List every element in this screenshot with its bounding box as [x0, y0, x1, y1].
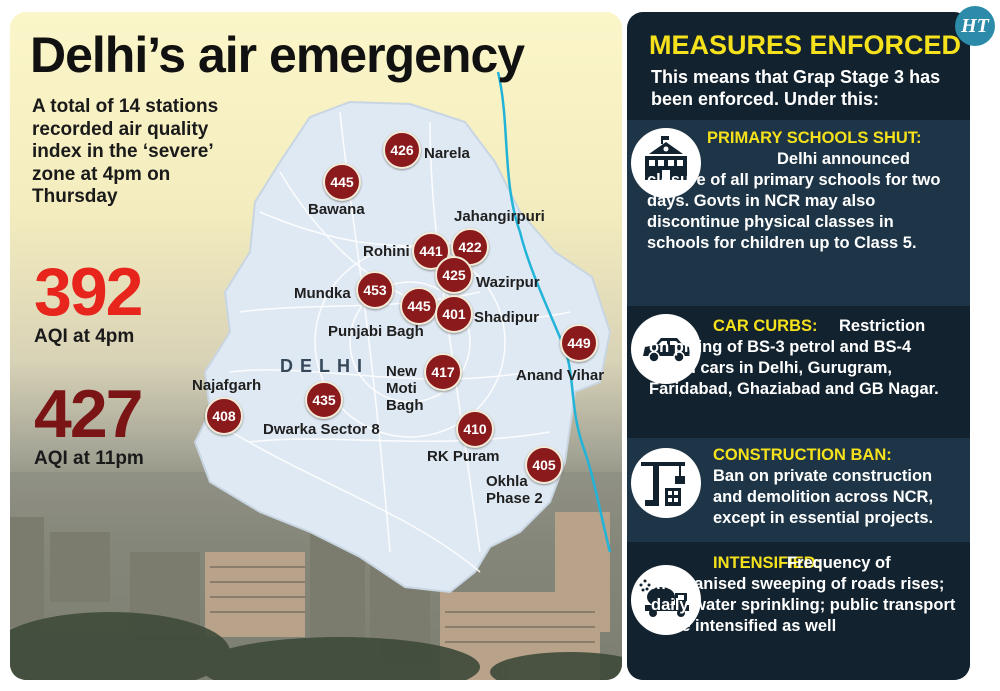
- aqi-4pm-value: 392: [34, 254, 143, 330]
- aqi-pin-okhla-phase-2: 405: [525, 446, 563, 484]
- measures-title: MEASURES ENFORCED: [649, 30, 962, 60]
- station-label-najafgarh: Najafgarh: [192, 377, 262, 394]
- school-icon: [631, 128, 701, 198]
- aqi-pin-narela: 426: [383, 131, 421, 169]
- ht-logo: HT: [955, 6, 995, 46]
- measure-schools-text: Delhi announced closure of all primary s…: [647, 150, 941, 252]
- station-label-wazirpur: Wazirpur: [476, 274, 540, 291]
- measure-intensified-heading: INTENSIFIED:: [713, 553, 963, 574]
- measure-schools-heading: PRIMARY SCHOOLS SHUT:: [707, 128, 947, 149]
- aqi-pin-shadipur: 401: [435, 295, 473, 333]
- aqi-pin-new-moti-bagh: 417: [424, 353, 462, 391]
- measure-cars-text-block: CAR CURBS:: [713, 316, 963, 337]
- measure-intensified-title: INTENSIFIED:: [713, 554, 822, 572]
- aqi-pin-rohini: 441: [412, 232, 450, 270]
- station-label-mundka: Mundka: [294, 285, 351, 302]
- measures-panel: MEASURES ENFORCED This means that Grap S…: [627, 12, 970, 680]
- station-label-dwarka-sector-8: Dwarka Sector 8: [263, 421, 380, 438]
- station-label-bawana: Bawana: [308, 201, 365, 218]
- station-label-anand-vihar: Anand Vihar: [516, 367, 605, 384]
- measure-construction-title: CONSTRUCTION BAN:: [713, 446, 892, 464]
- measures-subtitle: This means that Grap Stage 3 has been en…: [651, 67, 941, 109]
- aqi-pin-najafgarh: 408: [205, 397, 243, 435]
- measure-cars-title: CAR CURBS:: [713, 317, 818, 335]
- page-title: Delhi’s air emergency: [30, 27, 525, 83]
- station-label-shadipur: Shadipur: [474, 309, 540, 326]
- measure-schools-title: PRIMARY SCHOOLS SHUT:: [707, 129, 922, 147]
- station-label-jahangirpuri: Jahangirpuri: [454, 208, 545, 225]
- map-region-label: DELHI: [280, 356, 369, 376]
- aqi-pin-punjabi-bagh: 445: [400, 287, 438, 325]
- aqi-11pm-caption: AQI at 11pm: [34, 448, 144, 469]
- intro-text: A total of 14 stations recorded air qual…: [32, 96, 219, 207]
- aqi-pin-bawana: 445: [323, 163, 361, 201]
- aqi-pin-dwarka-sector-8: 435: [305, 381, 343, 419]
- station-label-rohini: Rohini: [363, 243, 410, 260]
- station-label-rk-puram: RK Puram: [427, 448, 500, 465]
- map-panel: Delhi’s air emergency A total of 14 stat…: [10, 12, 622, 680]
- measure-construction-heading: CONSTRUCTION BAN:: [713, 445, 963, 466]
- smog-skyline-background: [10, 71, 622, 680]
- station-label-okhla-phase-2: Okhla Phase 2: [486, 473, 543, 507]
- aqi-4pm-caption: AQI at 4pm: [34, 326, 135, 347]
- aqi-pin-anand-vihar: 449: [560, 324, 598, 362]
- aqi-pin-wazirpur: 425: [435, 256, 473, 294]
- station-label-punjabi-bagh: Punjabi Bagh: [328, 323, 424, 340]
- measure-intensified-text: Frequency of mechanised sweeping of road…: [651, 554, 956, 635]
- aqi-pin-rk-puram: 410: [456, 410, 494, 448]
- aqi-11pm-value: 427: [34, 376, 143, 452]
- station-label-new-moti-bagh: New Moti Bagh: [386, 363, 424, 414]
- station-label-narela: Narela: [424, 145, 470, 162]
- measure-cars-text: Restriction on plying of BS-3 petrol and…: [649, 317, 939, 398]
- car-icon: [631, 314, 701, 384]
- aqi-pin-mundka: 453: [356, 271, 394, 309]
- delhi-map-outline: [193, 100, 612, 594]
- water-tanker-icon: [631, 565, 701, 635]
- measure-construction-text: Ban on private construction and demoliti…: [713, 467, 934, 527]
- construction-crane-icon: [631, 448, 701, 518]
